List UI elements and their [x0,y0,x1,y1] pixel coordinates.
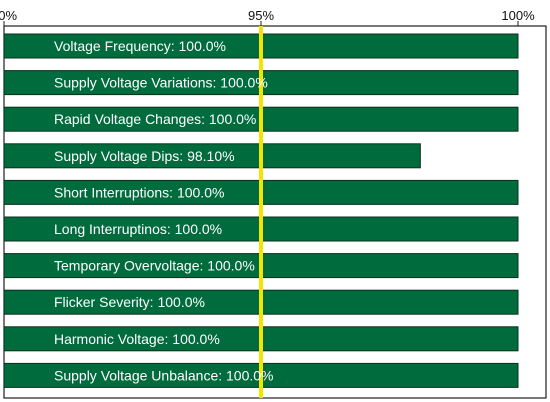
bar-label: Supply Voltage Unbalance: 100.0% [54,367,274,383]
bar-label: Voltage Frequency: 100.0% [54,38,226,54]
bar-label: Rapid Voltage Changes: 100.0% [54,111,256,127]
bar-label: Temporary Overvoltage: 100.0% [54,258,255,274]
bar-label: Supply Voltage Dips: 98.10% [54,148,235,164]
bar-label: Harmonic Voltage: 100.0% [54,331,220,347]
bar-label: Flicker Severity: 100.0% [54,294,205,310]
bar [3,143,421,169]
bar-label: Supply Voltage Variations: 100.0% [54,75,268,91]
plot-frame [3,25,547,399]
x-tick-label: 100% [501,8,535,23]
x-tick-label: 90% [0,8,17,23]
x-tick-label: 95% [248,8,274,23]
bar-label: Short Interruptions: 100.0% [54,184,224,200]
bar-label: Long Interruptinos: 100.0% [54,221,222,237]
